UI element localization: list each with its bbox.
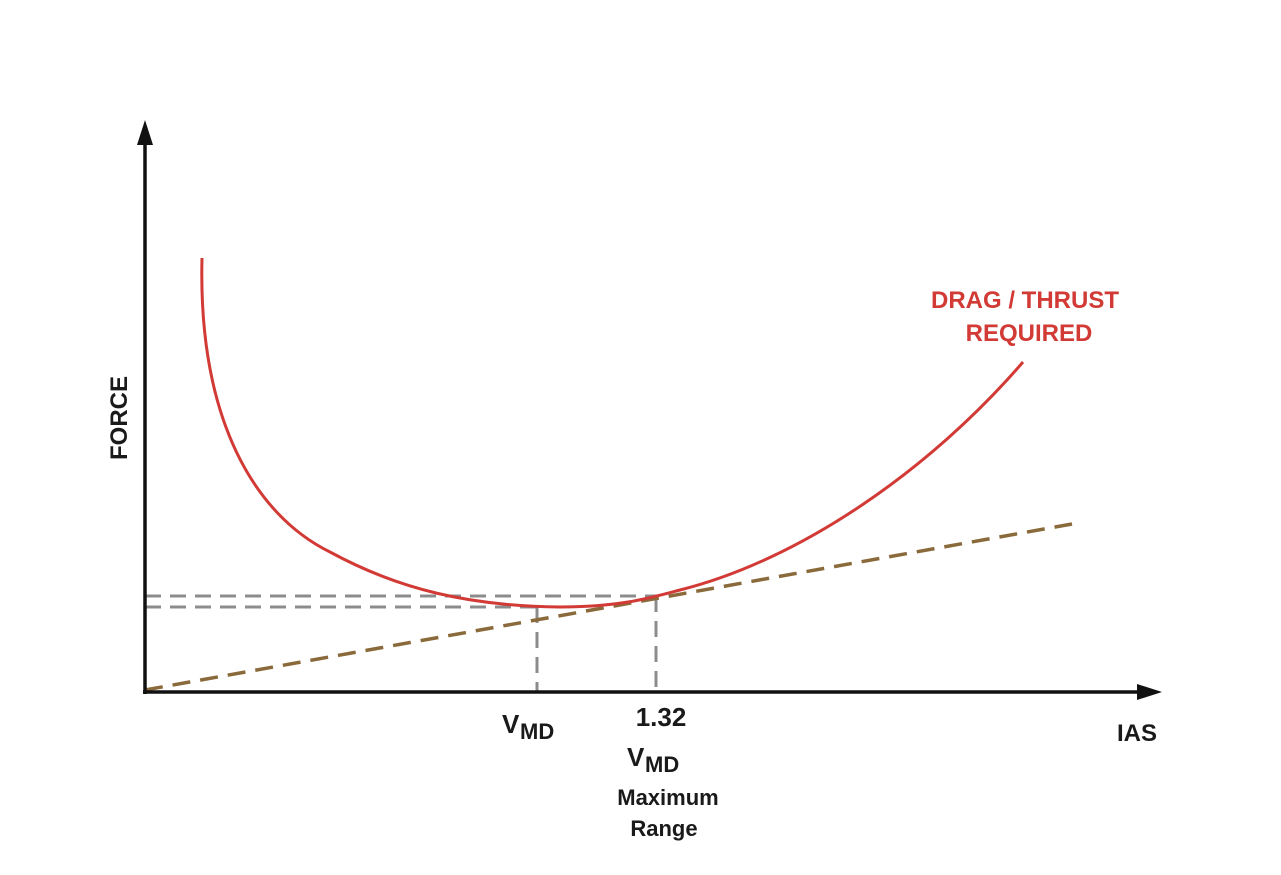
- range-vmd-sub: MD: [645, 752, 679, 777]
- vmd-label: V MD: [502, 709, 554, 744]
- axes: [137, 120, 1162, 700]
- curve-label-line2: REQUIRED: [966, 320, 1093, 347]
- vmd-label-sub: MD: [520, 719, 554, 744]
- x-axis-label: IAS: [1117, 720, 1157, 747]
- tangent-line: [144, 522, 1073, 692]
- range-line3: Maximum: [617, 785, 718, 810]
- curve-label-line1: DRAG / THRUST: [931, 287, 1119, 314]
- range-factor: 1.32: [636, 702, 687, 732]
- drag-thrust-required-curve: [200, 257, 1025, 609]
- range-line4: Range: [630, 816, 697, 841]
- x-axis-arrow-icon: [1137, 684, 1162, 700]
- range-vmd-main: V: [627, 742, 645, 772]
- vmd-label-main: V: [502, 709, 520, 739]
- y-axis-label: FORCE: [106, 376, 133, 460]
- y-axis-arrow-icon: [137, 120, 153, 145]
- max-range-label: 1.32 V MD Maximum Range: [617, 702, 718, 841]
